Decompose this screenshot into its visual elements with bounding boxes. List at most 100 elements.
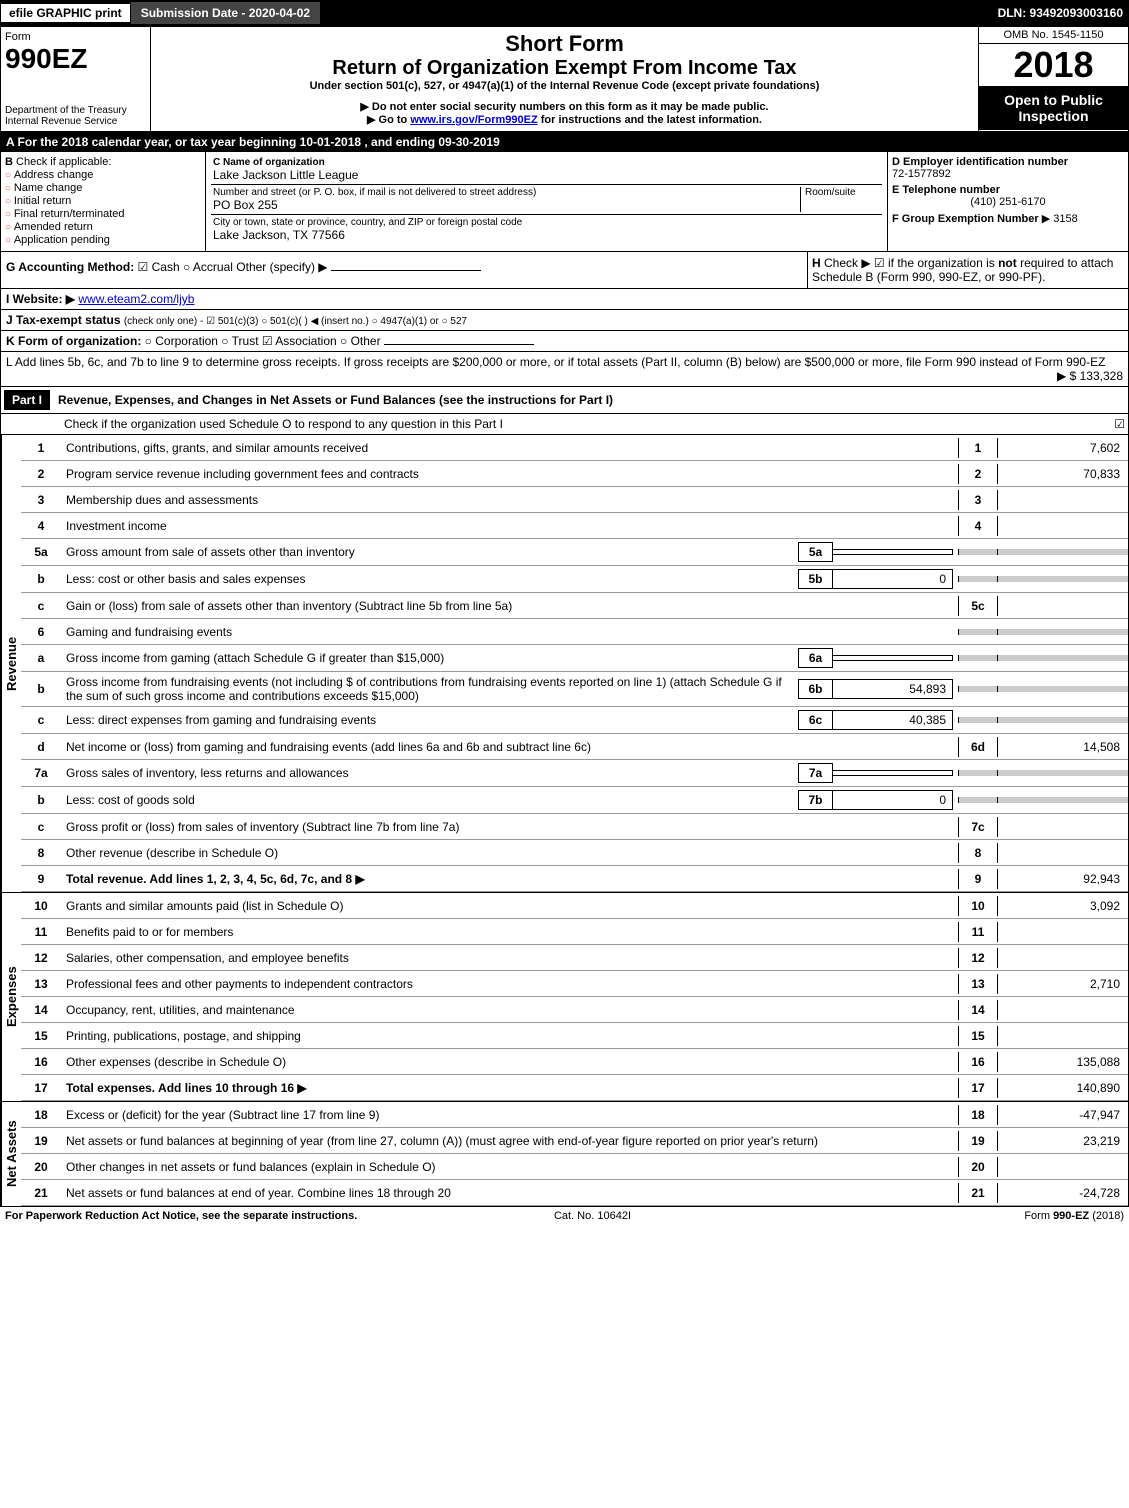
inner-box-num: 6a bbox=[798, 648, 833, 668]
line-value bbox=[998, 497, 1128, 503]
line-box-number: 10 bbox=[958, 896, 998, 916]
b-check-label: Check if applicable: bbox=[16, 156, 111, 168]
submission-date-button[interactable]: Submission Date - 2020-04-02 bbox=[131, 2, 320, 24]
g-accrual[interactable]: ○ Accrual bbox=[183, 260, 233, 274]
footer-mid: Cat. No. 10642I bbox=[554, 1210, 631, 1222]
d-label: D Employer identification number bbox=[892, 156, 1124, 168]
section-c: C Name of organization Lake Jackson Litt… bbox=[206, 152, 888, 251]
form-number: 990EZ bbox=[5, 43, 146, 75]
line-3: 3Membership dues and assessments3 bbox=[21, 487, 1128, 513]
line-c: cGain or (loss) from sale of assets othe… bbox=[21, 593, 1128, 619]
chk-address-change[interactable]: Address change bbox=[5, 169, 201, 181]
line-value bbox=[998, 629, 1128, 635]
line-number: 9 bbox=[21, 869, 61, 889]
part-1-check-mark[interactable]: ☑ bbox=[1114, 417, 1125, 431]
g-other-input[interactable] bbox=[331, 270, 481, 271]
line-16: 16Other expenses (describe in Schedule O… bbox=[21, 1049, 1128, 1075]
group-exemption: ▶ 3158 bbox=[1042, 213, 1078, 225]
h-text: Check ▶ ☑ if the organization is bbox=[824, 256, 998, 270]
g-cash[interactable]: ☑ Cash bbox=[138, 260, 180, 274]
g-label: G Accounting Method: bbox=[6, 260, 134, 274]
line-number: 13 bbox=[21, 974, 61, 994]
line-number: 14 bbox=[21, 1000, 61, 1020]
subtitle: Under section 501(c), 527, or 4947(a)(1)… bbox=[155, 80, 974, 92]
line-9: 9Total revenue. Add lines 1, 2, 3, 4, 5c… bbox=[21, 866, 1128, 892]
line-value: -24,728 bbox=[998, 1183, 1128, 1203]
k-other-input[interactable] bbox=[384, 344, 534, 345]
line-text: Other revenue (describe in Schedule O) bbox=[61, 843, 958, 863]
line-number: b bbox=[21, 569, 61, 589]
line-value: -47,947 bbox=[998, 1105, 1128, 1125]
line-b: bGross income from fundraising events (n… bbox=[21, 672, 1128, 707]
line-box-number: 9 bbox=[958, 869, 998, 889]
line-number: 12 bbox=[21, 948, 61, 968]
line-text: Total expenses. Add lines 10 through 16 … bbox=[61, 1078, 958, 1098]
line-value bbox=[998, 850, 1128, 856]
top-bar: efile GRAPHIC print Submission Date - 20… bbox=[0, 0, 1129, 26]
line-1: 1Contributions, gifts, grants, and simil… bbox=[21, 435, 1128, 461]
efile-print-button[interactable]: efile GRAPHIC print bbox=[0, 3, 131, 23]
inner-box-num: 7a bbox=[798, 763, 833, 783]
i-label: I Website: ▶ bbox=[6, 292, 75, 306]
line-text: Contributions, gifts, grants, and simila… bbox=[61, 438, 958, 458]
line-box-number: 15 bbox=[958, 1026, 998, 1046]
line-value: 140,890 bbox=[998, 1078, 1128, 1098]
part-1-title: Revenue, Expenses, and Changes in Net As… bbox=[58, 393, 613, 407]
section-b: B Check if applicable: Address change Na… bbox=[1, 152, 206, 251]
line-value bbox=[998, 603, 1128, 609]
chk-final-return[interactable]: Final return/terminated bbox=[5, 208, 201, 220]
website-link[interactable]: www.eteam2.com/ljyb bbox=[78, 292, 194, 306]
expenses-section: Expenses 10Grants and similar amounts pa… bbox=[0, 892, 1129, 1101]
room-label: Room/suite bbox=[800, 187, 880, 212]
line-value: 135,088 bbox=[998, 1052, 1128, 1072]
inner-box-num: 7b bbox=[798, 790, 833, 810]
notice-2: ▶ Go to www.irs.gov/Form990EZ for instru… bbox=[155, 113, 974, 126]
line-text: Gross income from fundraising events (no… bbox=[61, 672, 958, 706]
phone: (410) 251-6170 bbox=[892, 196, 1124, 208]
line-text: Less: cost of goods sold7b0 bbox=[61, 787, 958, 813]
line-box-number: 7c bbox=[958, 817, 998, 837]
line-d: dNet income or (loss) from gaming and fu… bbox=[21, 734, 1128, 760]
line-b: bLess: cost of goods sold7b0 bbox=[21, 787, 1128, 814]
inner-box-val bbox=[833, 549, 953, 555]
line-number: 21 bbox=[21, 1183, 61, 1203]
line-value bbox=[998, 797, 1128, 803]
revenue-section: Revenue 1Contributions, gifts, grants, a… bbox=[0, 435, 1129, 892]
line-value bbox=[998, 955, 1128, 961]
part-1-check-row: Check if the organization used Schedule … bbox=[0, 414, 1129, 435]
line-value bbox=[998, 1007, 1128, 1013]
h-label: H bbox=[812, 256, 821, 270]
inner-box-val: 0 bbox=[833, 790, 953, 810]
addr-label: Number and street (or P. O. box, if mail… bbox=[213, 187, 800, 198]
line-box-number bbox=[958, 797, 998, 803]
line-7a: 7aGross sales of inventory, less returns… bbox=[21, 760, 1128, 787]
ein: 72-1577892 bbox=[892, 168, 1124, 180]
line-text: Net assets or fund balances at end of ye… bbox=[61, 1183, 958, 1203]
chk-initial-return[interactable]: Initial return bbox=[5, 195, 201, 207]
line-number: 15 bbox=[21, 1026, 61, 1046]
inner-box-num: 6c bbox=[798, 710, 833, 730]
line-10: 10Grants and similar amounts paid (list … bbox=[21, 893, 1128, 919]
line-box-number: 11 bbox=[958, 922, 998, 942]
chk-application-pending[interactable]: Application pending bbox=[5, 234, 201, 246]
line-number: 8 bbox=[21, 843, 61, 863]
line-number: c bbox=[21, 817, 61, 837]
section-d: D Employer identification number 72-1577… bbox=[888, 152, 1128, 251]
chk-amended-return[interactable]: Amended return bbox=[5, 221, 201, 233]
chk-name-change[interactable]: Name change bbox=[5, 182, 201, 194]
g-other[interactable]: Other (specify) ▶ bbox=[236, 260, 327, 274]
line-box-number: 21 bbox=[958, 1183, 998, 1203]
revenue-label: Revenue bbox=[1, 435, 21, 892]
inner-box-val: 54,893 bbox=[833, 679, 953, 699]
line-c: cLess: direct expenses from gaming and f… bbox=[21, 707, 1128, 734]
line-number: c bbox=[21, 710, 61, 730]
line-box-number: 17 bbox=[958, 1078, 998, 1098]
line-number: 5a bbox=[21, 542, 61, 562]
line-15: 15Printing, publications, postage, and s… bbox=[21, 1023, 1128, 1049]
line-number: b bbox=[21, 679, 61, 699]
line-number: 2 bbox=[21, 464, 61, 484]
line-box-number bbox=[958, 770, 998, 776]
line-value bbox=[998, 770, 1128, 776]
irs-link[interactable]: www.irs.gov/Form990EZ bbox=[410, 114, 537, 126]
line-11: 11Benefits paid to or for members11 bbox=[21, 919, 1128, 945]
